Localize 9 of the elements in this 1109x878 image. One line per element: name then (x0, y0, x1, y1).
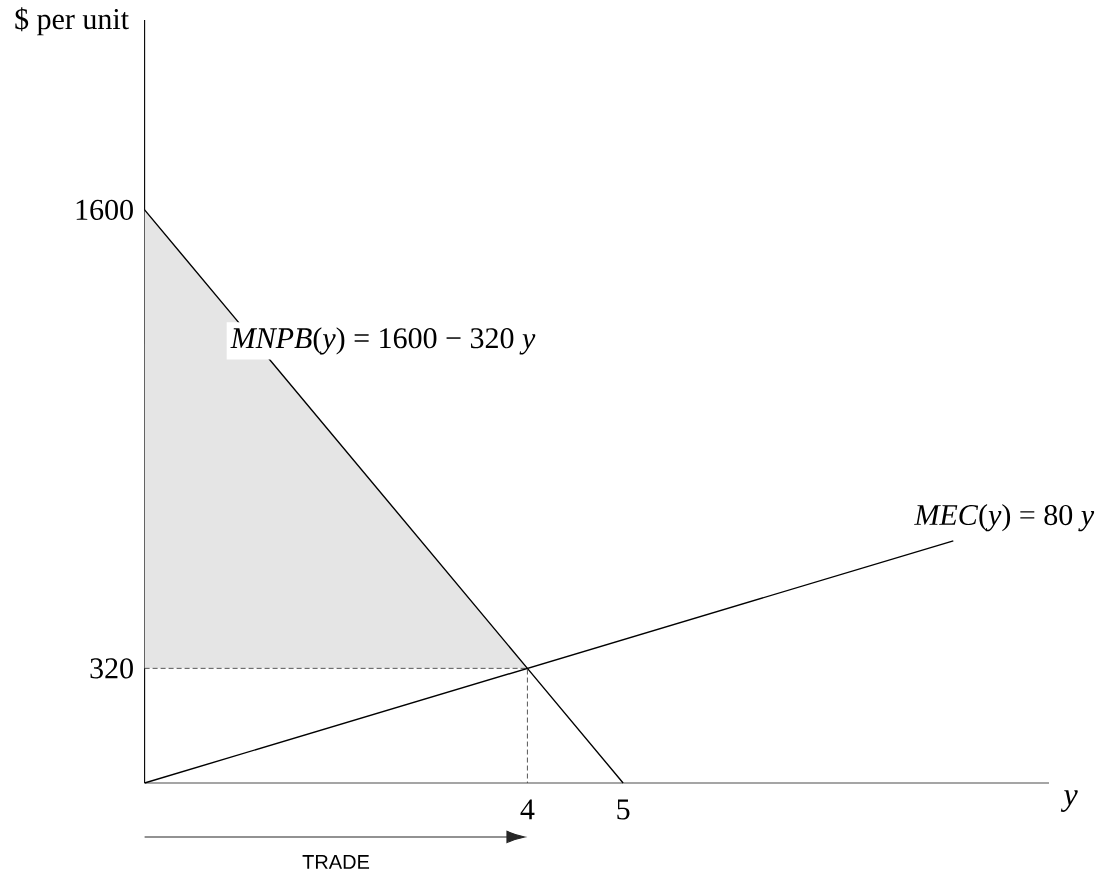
y-tick-label: 320 (90, 658, 133, 679)
text: TRADE (302, 855, 370, 869)
y-axis-title: $ per unit (15, 7, 129, 36)
x-tick-label: 5 (617, 799, 630, 820)
x-axis-title: y (1060, 790, 1078, 812)
x-tick-label: 4 (520, 799, 535, 820)
series-label: MEC(y) = 80 y (914, 504, 1095, 532)
series-label: MNPB(y) = 1600 − 320 y (230, 327, 536, 355)
y-tick-label: 1600 (76, 199, 133, 220)
